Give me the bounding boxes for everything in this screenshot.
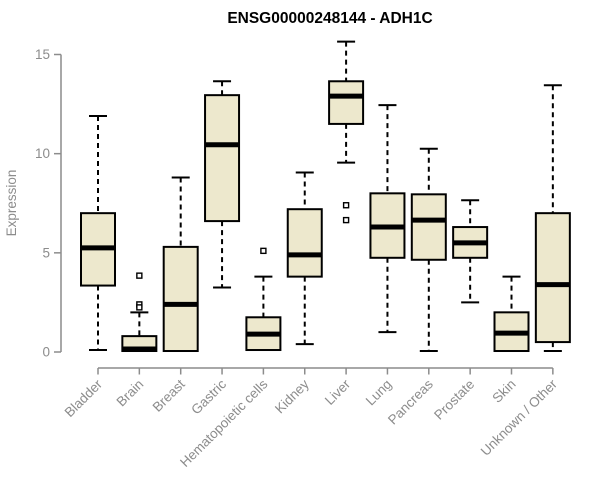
boxplot-prostate — [452, 199, 489, 304]
iqr-box — [204, 94, 241, 223]
boxplot-hematopoietic-cells — [245, 247, 282, 352]
x-category-label-breast: Breast — [150, 376, 188, 414]
boxplot-pancreas — [410, 147, 447, 353]
outlier-point — [260, 247, 267, 255]
boxplot-lung — [369, 104, 406, 334]
boxplot-gastric — [204, 80, 241, 289]
y-tick-label: 15 — [35, 47, 50, 62]
y-tick-label: 0 — [42, 345, 50, 360]
x-category-label-liver: Liver — [322, 376, 354, 408]
x-category-label-bladder: Bladder — [62, 376, 106, 420]
iqr-box — [410, 193, 447, 261]
boxplot-breast — [162, 176, 199, 353]
outlier-point — [136, 272, 143, 279]
x-category-label-skin: Skin — [489, 377, 518, 406]
boxplot-brain — [121, 272, 158, 353]
outlier-point — [136, 304, 143, 311]
boxplot-bladder — [80, 114, 116, 352]
iqr-box — [286, 208, 323, 278]
x-category-label-lung: Lung — [363, 377, 395, 409]
y-axis-label: Expression — [4, 170, 19, 237]
x-category-label-gastric: Gastric — [188, 376, 229, 417]
x-category-label-prostate: Prostate — [431, 377, 477, 423]
y-tick-label: 5 — [42, 245, 50, 260]
x-category-label-pancreas: Pancreas — [385, 376, 436, 427]
boxplot-skin — [493, 275, 530, 353]
iqr-box — [534, 212, 571, 344]
boxplot-kidney — [286, 171, 323, 346]
outlier-point — [342, 202, 350, 209]
outlier-point — [342, 216, 350, 224]
y-tick-label: 10 — [35, 146, 50, 161]
boxplot-liver — [328, 40, 365, 224]
boxes-layer — [80, 40, 571, 353]
x-category-label-kidney: Kidney — [272, 376, 312, 416]
x-category-label-unknown-other: Unknown / Other — [478, 376, 561, 459]
iqr-box — [162, 245, 199, 353]
boxplot-unknown-other — [534, 84, 571, 353]
iqr-box — [328, 80, 365, 125]
chart-title: ENSG00000248144 - ADH1C — [227, 10, 432, 27]
x-category-label-brain: Brain — [114, 377, 147, 410]
